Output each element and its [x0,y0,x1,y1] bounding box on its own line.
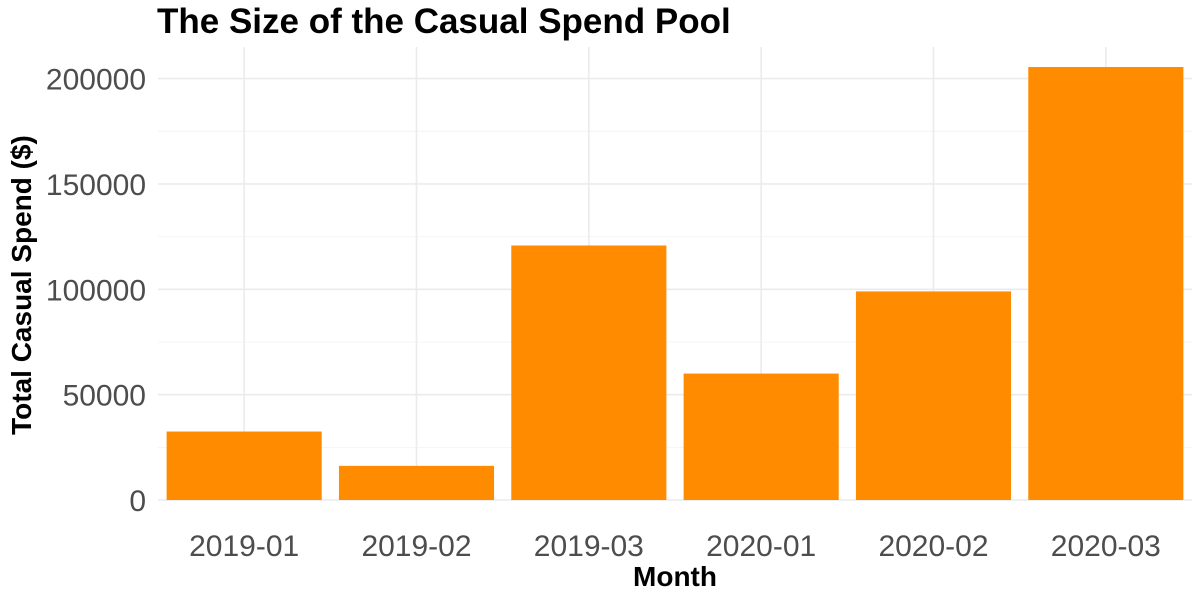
x-tick-label: 2020-01 [706,530,816,563]
bar-2020-01 [683,373,839,500]
bar-2020-03 [1028,67,1184,500]
y-tick-labels: 0 50000 100000 150000 200000 [46,64,146,518]
x-axis-title: Month [633,561,717,592]
x-tick-label: 2019-02 [361,530,471,563]
bars [166,67,1184,500]
y-tick-label: 50000 [63,380,146,413]
x-tick-labels: 2019-01 2019-02 2019-03 2020-01 2020-02 2020-… [189,530,1161,563]
bar-2019-02 [338,465,495,500]
bar-2020-02 [855,291,1012,500]
x-tick-label: 2020-03 [1051,530,1161,563]
y-tick-label: 0 [129,485,146,518]
chart-title: The Size of the Casual Spend Pool [157,2,731,41]
y-axis-title: Total Casual Spend ($) [6,135,37,435]
y-tick-label: 100000 [46,274,146,307]
y-tick-label: 150000 [46,169,146,202]
bar-2019-01 [166,431,322,500]
x-tick-label: 2019-01 [189,530,299,563]
x-tick-label: 2019-03 [534,530,644,563]
x-tick-label: 2020-02 [878,530,988,563]
y-tick-label: 200000 [46,64,146,97]
bar-2019-03 [511,245,667,500]
